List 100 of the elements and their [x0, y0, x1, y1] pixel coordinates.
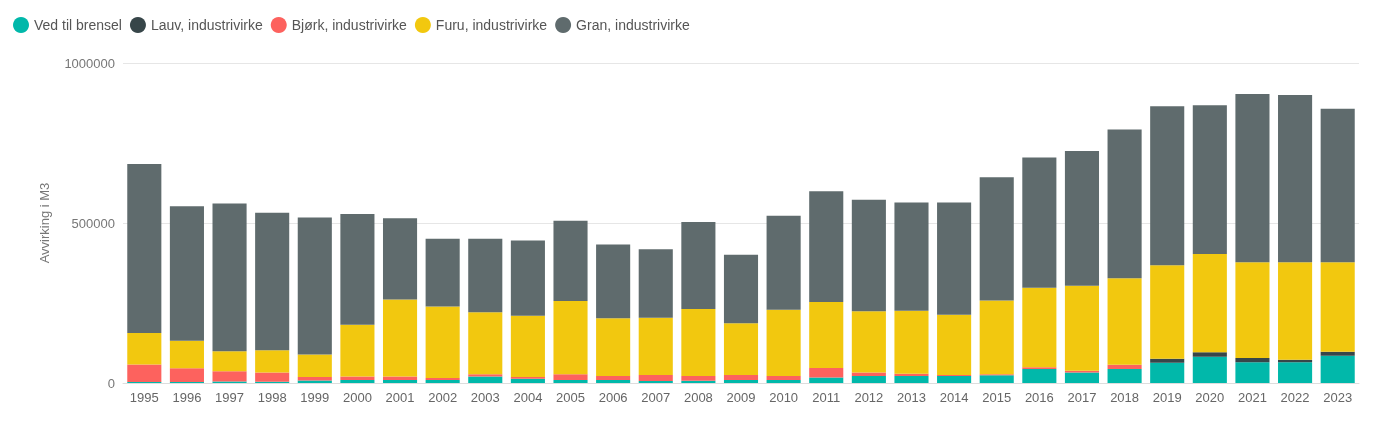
bar [1235, 358, 1270, 363]
bar [596, 375, 631, 381]
bar [1320, 262, 1355, 352]
x-tick-label: 2019 [1152, 390, 1182, 405]
bar [553, 374, 588, 381]
bar [1107, 129, 1142, 279]
bar [681, 309, 716, 376]
bar [1235, 94, 1270, 263]
bar [809, 377, 844, 383]
bar [340, 214, 375, 325]
bar [1192, 105, 1227, 255]
bar [1278, 362, 1313, 383]
x-tick-label: 2015 [982, 390, 1012, 405]
bar [510, 240, 545, 316]
bar [1107, 368, 1142, 383]
bar [340, 380, 375, 383]
bar [723, 380, 759, 383]
bar [255, 212, 290, 351]
x-tick-label: 2020 [1195, 390, 1225, 405]
bar [979, 300, 1014, 375]
bar [1150, 265, 1185, 359]
bar [127, 164, 162, 334]
bar [1320, 108, 1355, 263]
bar [297, 380, 332, 383]
bar [1107, 364, 1142, 369]
bar [1192, 254, 1227, 353]
bar [212, 203, 247, 352]
bar [1192, 356, 1227, 383]
bar [1235, 262, 1270, 359]
x-tick-label: 2008 [683, 390, 713, 405]
bar [127, 333, 162, 365]
bar [297, 354, 332, 377]
bar [681, 375, 716, 381]
x-tick-label: 1998 [257, 390, 287, 405]
bar [255, 372, 290, 382]
x-tick-label: 2012 [854, 390, 884, 405]
bar [468, 238, 503, 313]
bar [894, 375, 929, 383]
bar [169, 368, 204, 383]
bar [468, 374, 503, 377]
bar [894, 373, 929, 376]
bar [1150, 358, 1185, 363]
legend-label: Ved til brensel [34, 17, 122, 33]
x-tick-label: 1999 [300, 390, 330, 405]
y-tick-label: 0 [107, 375, 115, 391]
x-tick-label: 2021 [1237, 390, 1267, 405]
bar [851, 199, 886, 312]
bar [169, 206, 204, 341]
x-tick-label: 2004 [513, 390, 543, 405]
bar [468, 376, 503, 383]
x-tick-label: 2017 [1067, 390, 1097, 405]
bar [596, 318, 631, 376]
bar [894, 310, 929, 374]
bar [638, 375, 673, 382]
bar [382, 380, 418, 383]
bar [255, 350, 290, 373]
bar [425, 238, 460, 307]
bar [1235, 362, 1270, 383]
bar [681, 222, 716, 310]
bar [510, 315, 545, 377]
x-tick-label: 2005 [556, 390, 585, 405]
bar [638, 249, 673, 318]
x-tick-label: 1996 [172, 390, 202, 405]
bar [382, 299, 418, 377]
bar [766, 309, 801, 376]
bar [1278, 262, 1313, 360]
x-tick-label: 2009 [726, 390, 756, 405]
bar [937, 375, 972, 383]
bar [169, 340, 204, 369]
bar [297, 217, 332, 355]
x-tick-label: 2001 [385, 390, 415, 405]
bar [851, 375, 886, 383]
x-tick-label: 2002 [428, 390, 458, 405]
bar [937, 202, 972, 315]
bar [851, 311, 886, 373]
legend-label: Lauv, industrivirke [150, 17, 263, 33]
bar [809, 191, 844, 303]
bar [553, 380, 588, 383]
bar [638, 317, 673, 375]
bar [723, 323, 759, 375]
bar [425, 306, 460, 378]
bar [766, 380, 801, 383]
x-tick-label: 2023 [1323, 390, 1353, 405]
bar [1320, 355, 1355, 383]
bar [1022, 157, 1057, 288]
legend-label: Gran, industrivirke [576, 17, 690, 33]
bar [1107, 278, 1142, 365]
bar [979, 177, 1014, 301]
bar [766, 215, 801, 310]
bar [723, 375, 759, 381]
x-tick-label: 2016 [1024, 390, 1054, 405]
x-tick-label: 2000 [342, 390, 372, 405]
y-tick-label: 1000000 [64, 55, 115, 71]
bar [1150, 362, 1185, 383]
bar [468, 312, 503, 375]
bar [553, 220, 588, 302]
x-tick-label: 2003 [470, 390, 500, 405]
bar [596, 380, 631, 383]
bar [212, 351, 247, 372]
legend-label: Furu, industrivirke [435, 17, 548, 33]
